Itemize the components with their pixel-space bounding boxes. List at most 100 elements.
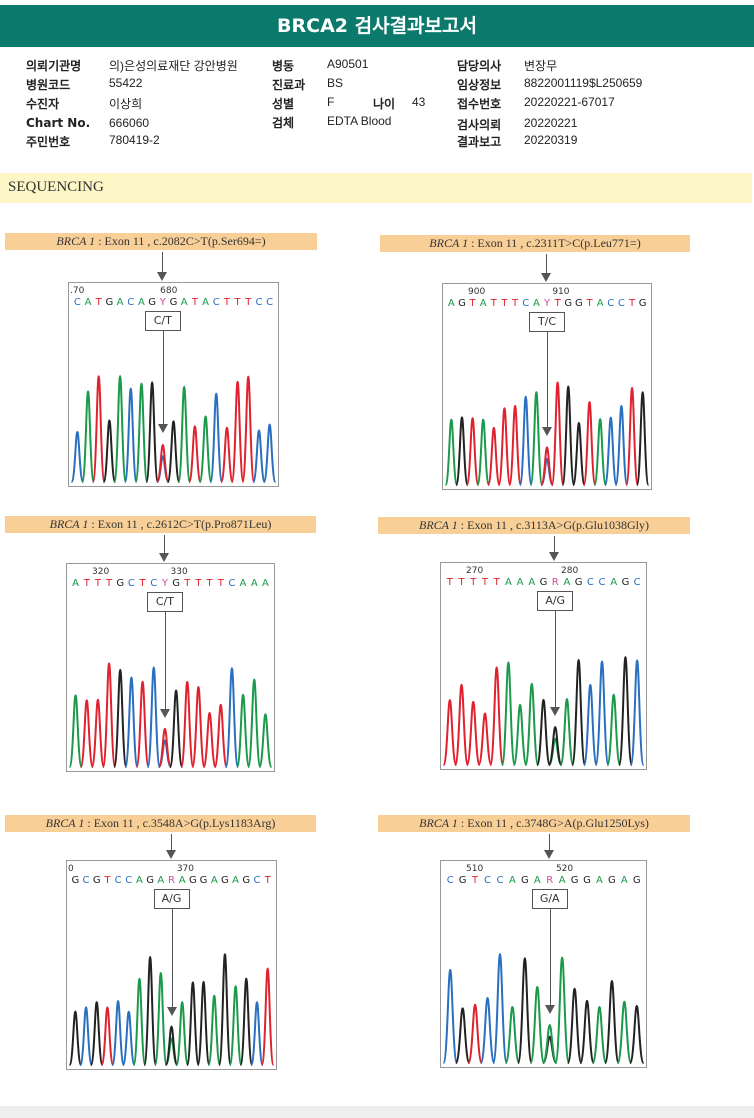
info-value: 변장무 (524, 59, 558, 73)
trace-peak (202, 711, 217, 768)
variant-label: BRCA 1: Exon 11 , c.3113A>G(p.Glu1038Gly… (378, 517, 690, 534)
trace-peak (145, 381, 159, 483)
base-call: R (168, 875, 175, 886)
gene-name: BRCA 1 (56, 234, 96, 248)
position-tick: 270 (466, 566, 483, 576)
base-call: C (634, 577, 641, 588)
base-call: C (127, 297, 134, 308)
arrow-down-icon (549, 552, 560, 561)
trace-peak (455, 416, 469, 486)
position-tick: 0 (68, 864, 74, 874)
gene-name: BRCA 1 (49, 517, 89, 531)
base-call: R (552, 577, 559, 588)
variant-label: BRCA 1: Exon 11 , c.2612C>T(p.Pro871Leu) (5, 516, 316, 533)
base-call: T (481, 577, 489, 588)
trace-peak (250, 1001, 264, 1066)
gene-name: BRCA 1 (429, 236, 469, 250)
trace-peak (146, 666, 161, 768)
base-call: A (179, 875, 186, 886)
arrow-line (170, 834, 172, 850)
chromatogram: 320 330 A T T T G C T C Y G T T T T C A A A C/T (66, 563, 275, 772)
chromatogram: 0 370 G C G T C C A G A R A G G A G A G C T A/G (66, 860, 277, 1070)
base-call: Y (161, 578, 169, 589)
trace-peak (625, 386, 639, 486)
base-call: Y (159, 297, 167, 308)
genotype-call: A/G (153, 889, 190, 909)
arrow-down-icon (159, 709, 170, 718)
base-call: C (266, 297, 273, 308)
trace-peak (618, 656, 633, 766)
base-call: T (628, 298, 636, 309)
report-title: BRCA2 검사결과보고서 (0, 5, 754, 47)
arrow-line (546, 254, 547, 273)
arrow-line (554, 536, 556, 552)
trace-peak (196, 980, 211, 1066)
base-call: T (511, 298, 519, 309)
arrow-line (171, 909, 173, 1007)
base-call: C (83, 875, 90, 886)
trace-peak (177, 385, 192, 483)
info-value: 20220221-67017 (524, 95, 615, 109)
info-value: 이상희 (109, 97, 143, 111)
trace-peak (489, 666, 505, 766)
base-call: G (116, 578, 124, 589)
arrow-down-icon (541, 273, 551, 282)
trace-peak (235, 693, 251, 768)
base-call: C (607, 298, 614, 309)
trace-peak (121, 1010, 136, 1066)
base-call: G (459, 875, 467, 886)
genotype-call: A/G (537, 591, 574, 611)
info-label: 진료과 (272, 78, 306, 92)
arrow-line (162, 331, 164, 424)
trace-peak (582, 683, 598, 766)
base-call: A (534, 875, 541, 886)
base-call: G (633, 875, 641, 886)
base-call: T (446, 577, 454, 588)
base-call: T (471, 875, 479, 886)
info-label: 검체 (272, 116, 295, 130)
trace-peak (247, 678, 262, 768)
base-call: G (189, 875, 197, 886)
variant-description: : Exon 11 , c.3113A>G(p.Glu1038Gly) (460, 518, 649, 532)
trace-peak (571, 659, 587, 766)
base-call: R (546, 875, 553, 886)
trace-peak (593, 418, 607, 486)
base-call: T (244, 297, 252, 308)
footer-bar (0, 1106, 754, 1118)
base-call: G (458, 298, 466, 309)
arrow-down-icon (158, 553, 169, 562)
trace-peak (198, 415, 213, 483)
position-tick: 330 (171, 567, 188, 577)
info-value: A90501 (327, 57, 369, 71)
info-value: 의)은성의료재단 강안병원 (109, 59, 238, 73)
base-call: A (559, 875, 566, 886)
trace-peak (155, 443, 170, 483)
chromatogram: 510 520 C G T C C A G A R A G G A G A G G/A (440, 860, 647, 1068)
position-tick: 280 (561, 566, 578, 576)
base-call: G (571, 875, 579, 886)
arrow-line (548, 834, 550, 850)
trace-peak (175, 1001, 190, 1066)
base-call: C (255, 297, 262, 308)
base-call: A (181, 297, 188, 308)
age-label: 나이 (373, 97, 396, 111)
trace-peak (614, 404, 629, 486)
info-label: 성별 (272, 97, 295, 111)
arrow-down-icon (550, 707, 561, 716)
trace-peak (79, 1006, 93, 1066)
trace-peak (186, 981, 200, 1066)
trace-peak (540, 446, 554, 486)
base-call: A (232, 875, 239, 886)
info-label: 임상정보 (457, 78, 502, 92)
gene-name: BRCA 1 (45, 816, 85, 830)
variant-description: : Exon 11 , c.2311T>C(p.Leu771=) (471, 236, 641, 250)
info-label: 병동 (272, 59, 295, 73)
base-call: A (157, 875, 164, 886)
base-call: T (490, 298, 498, 309)
trace-peak (153, 971, 168, 1066)
trace-peak (213, 703, 228, 768)
trace-peak (518, 395, 533, 486)
base-call: T (554, 298, 562, 309)
trace-peak (111, 1000, 125, 1066)
base-call: T (191, 297, 199, 308)
